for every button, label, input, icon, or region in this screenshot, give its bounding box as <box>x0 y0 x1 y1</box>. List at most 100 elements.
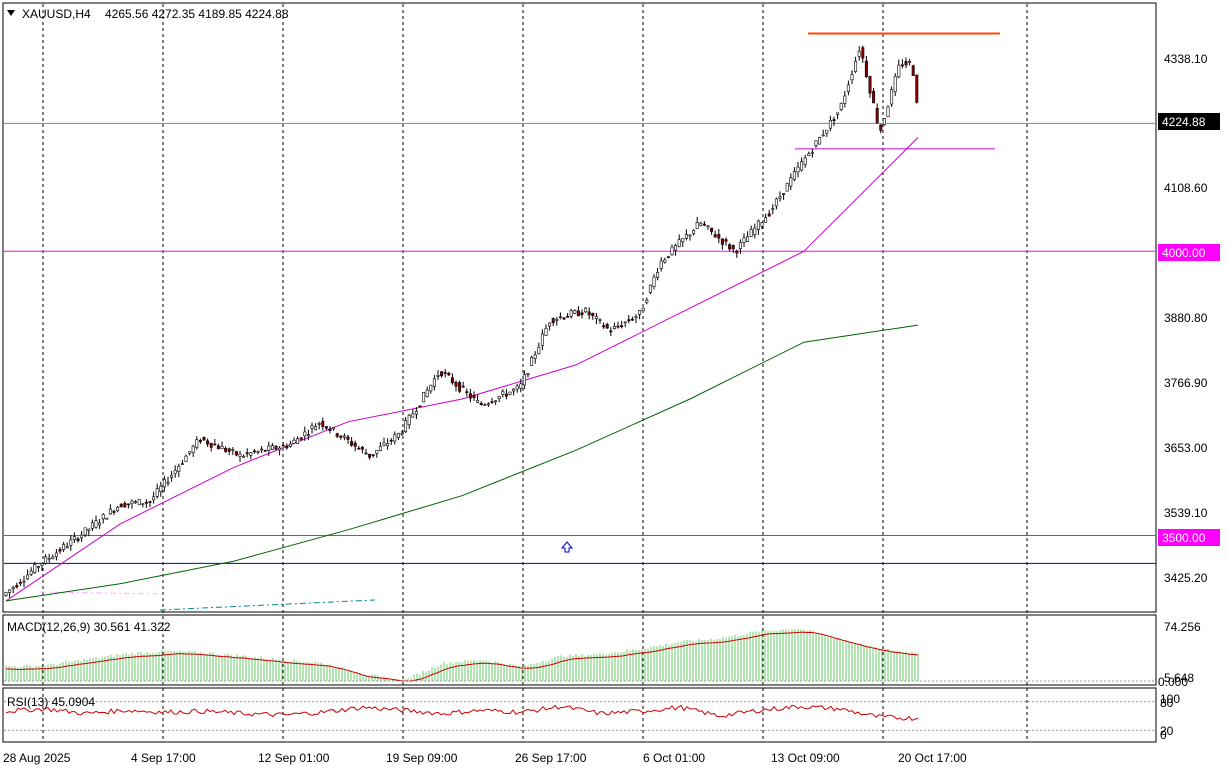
candle-body <box>559 317 561 318</box>
candle-body <box>678 240 680 247</box>
candle-body <box>826 130 828 133</box>
candle-body <box>152 497 154 500</box>
candle-body <box>667 257 669 258</box>
candle-body <box>498 396 500 398</box>
candle-body <box>732 245 734 249</box>
candle-body <box>426 390 428 397</box>
candle-body <box>19 582 21 583</box>
candle-body <box>584 308 586 312</box>
candle-body <box>412 414 414 417</box>
candle-body <box>804 158 806 165</box>
candle-body <box>113 511 115 512</box>
candle-body <box>192 446 194 453</box>
price-tick: 4108.60 <box>1164 181 1208 195</box>
candle-body <box>786 183 788 191</box>
candle-body <box>638 311 640 315</box>
candle-body <box>617 326 619 327</box>
candle-body <box>592 313 594 315</box>
candle-body <box>545 328 547 335</box>
candle-body <box>754 228 756 235</box>
candle-body <box>178 466 180 471</box>
candle-body <box>671 247 673 255</box>
time-label: 28 Aug 2025 <box>3 751 71 765</box>
candle-body <box>833 120 835 121</box>
candle-body <box>95 521 97 528</box>
candle-body <box>228 449 230 452</box>
candle-body <box>462 386 464 387</box>
candle-body <box>664 260 666 262</box>
candle-body <box>872 91 874 103</box>
candle-body <box>307 435 309 436</box>
candle-body <box>48 558 50 559</box>
candle-body <box>448 373 450 375</box>
candle-body <box>811 152 813 153</box>
candle-body <box>656 272 658 277</box>
candle-body <box>365 453 367 454</box>
candle-body <box>203 437 205 440</box>
candle-body <box>908 61 910 62</box>
candle-body <box>700 223 702 225</box>
candle-body <box>653 277 655 287</box>
candle-body <box>484 405 486 406</box>
candle-body <box>800 162 802 170</box>
candle-body <box>84 528 86 535</box>
candle-body <box>574 310 576 313</box>
candle-body <box>390 440 392 441</box>
rsi-panel <box>3 688 1156 742</box>
candle-body <box>167 482 169 483</box>
candle-body <box>210 443 212 447</box>
candle-body <box>386 443 388 445</box>
candle-body <box>646 300 648 302</box>
candle-body <box>750 229 752 236</box>
candle-body <box>242 456 244 457</box>
candle-body <box>556 319 558 320</box>
time-label: 19 Sep 09:00 <box>386 751 458 765</box>
candle-body <box>707 226 709 227</box>
candle-body <box>62 544 64 549</box>
macd-max-label: 74.256 <box>1164 620 1201 634</box>
candle-body <box>311 426 313 428</box>
candle-body <box>214 444 216 445</box>
macd-zero-label: 0.000 <box>1158 675 1188 689</box>
candle-body <box>912 66 914 76</box>
candle-body <box>120 504 122 507</box>
candle-body <box>606 324 608 328</box>
level-3500-tag: 3500.00 <box>1162 531 1206 545</box>
candle-body <box>444 372 446 373</box>
candle-body <box>314 427 316 430</box>
candle-body <box>599 319 601 320</box>
candle-body <box>588 312 590 315</box>
candle-body <box>102 514 104 518</box>
candle-body <box>221 446 223 448</box>
candle-body <box>66 547 68 548</box>
candle-body <box>275 446 277 449</box>
candle-body <box>199 440 201 441</box>
candle-body <box>520 384 522 388</box>
rsi-label-80: 80 <box>1160 696 1174 710</box>
candle-body <box>232 449 234 450</box>
candle-body <box>818 137 820 144</box>
candle-body <box>610 331 612 332</box>
candle-body <box>487 404 489 405</box>
symbol-label: XAUUSD,H4 <box>22 7 91 21</box>
candle-body <box>397 433 399 437</box>
candle-body <box>206 441 208 444</box>
candle-body <box>624 322 626 323</box>
candle-body <box>286 446 288 448</box>
candle-body <box>563 318 565 319</box>
candle-body <box>876 108 878 122</box>
candle-body <box>840 103 842 109</box>
candle-body <box>898 65 900 77</box>
candle-body <box>829 120 831 128</box>
candle-body <box>689 235 691 236</box>
candle-body <box>703 224 705 225</box>
candle-body <box>394 435 396 441</box>
candle-body <box>815 141 817 146</box>
candle-body <box>685 235 687 239</box>
candle-body <box>844 96 846 103</box>
rsi-label-0: 0 <box>1160 728 1167 742</box>
candle-body <box>131 501 133 503</box>
candle-body <box>494 401 496 402</box>
candle-body <box>782 194 784 195</box>
